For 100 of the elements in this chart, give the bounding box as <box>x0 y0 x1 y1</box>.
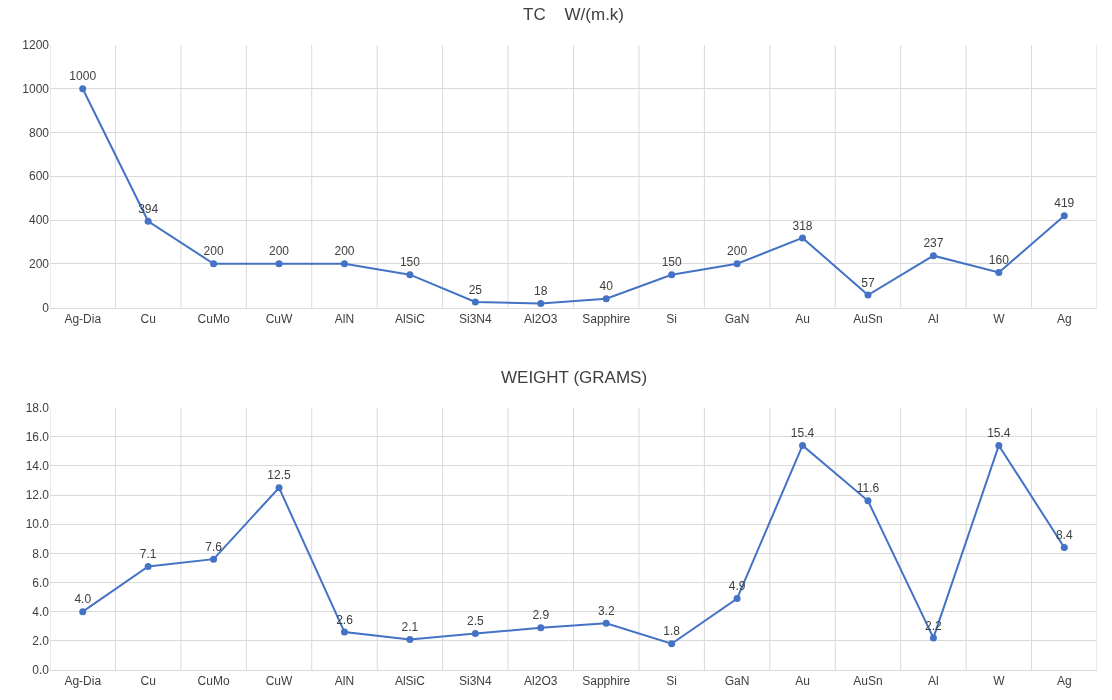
point <box>668 640 676 648</box>
point <box>995 269 1003 276</box>
y-tick-label: 0 <box>42 300 50 315</box>
data-label: 25 <box>468 282 483 297</box>
point <box>210 260 218 268</box>
x-tick-label: Al <box>928 311 939 326</box>
x-tick-label: AuSn <box>853 311 883 326</box>
data-label: 200 <box>269 244 290 259</box>
data-label: 1000 <box>69 69 97 84</box>
y-tick-label: 14.0 <box>25 459 50 474</box>
point <box>210 555 218 563</box>
x-tick-label: Si <box>666 674 677 689</box>
y-tick-label: 10.0 <box>25 517 50 532</box>
data-label: 318 <box>792 218 813 233</box>
x-tick-label: CuMo <box>197 674 230 689</box>
point <box>864 497 872 505</box>
point <box>144 217 152 225</box>
data-label: 4.0 <box>74 592 92 607</box>
data-label: 12.5 <box>267 468 292 483</box>
x-tick-label: AlSiC <box>394 674 426 689</box>
point <box>340 260 348 268</box>
data-label: 18 <box>534 284 548 299</box>
chart-title: TC W/(m.k) <box>523 5 625 24</box>
data-label: 200 <box>334 244 355 259</box>
x-tick-label: AuSn <box>853 674 883 689</box>
data-label: 160 <box>988 253 1010 268</box>
x-tick-label: AlN <box>334 674 355 689</box>
point <box>340 628 348 636</box>
x-tick-label: Al2O3 <box>524 311 558 326</box>
point <box>406 635 414 643</box>
point <box>602 295 610 303</box>
y-tick-label: 800 <box>28 125 50 140</box>
y-tick-label: 2.0 <box>32 634 50 649</box>
x-tick-label: Si <box>666 311 677 326</box>
data-label: 150 <box>399 255 421 270</box>
x-tick-label: Al2O3 <box>524 674 558 689</box>
x-tick-label: Ag-Dia <box>64 311 102 326</box>
x-tick-label: Si3N4 <box>459 311 493 326</box>
point <box>733 595 741 603</box>
x-tick-label: Ag <box>1056 674 1072 689</box>
data-label: 7.1 <box>139 547 157 562</box>
data-label: 419 <box>1054 196 1075 211</box>
data-label: 2.9 <box>532 608 550 623</box>
y-tick-label: 0.0 <box>32 663 50 678</box>
point <box>1060 212 1068 220</box>
point <box>602 619 610 627</box>
x-tick-label: Au <box>795 311 810 326</box>
x-tick-label: CuMo <box>197 311 230 326</box>
point <box>929 634 937 642</box>
data-label: 8.4 <box>1055 528 1073 543</box>
point <box>406 271 414 279</box>
point <box>864 291 872 299</box>
point <box>471 630 479 638</box>
data-label: 57 <box>861 275 875 290</box>
point <box>275 260 283 268</box>
data-label: 15.4 <box>790 426 815 441</box>
data-label: 2.1 <box>401 620 419 635</box>
y-tick-label: 600 <box>28 169 50 184</box>
point <box>275 484 283 492</box>
y-tick-label: 12.0 <box>25 488 50 503</box>
data-label: 3.2 <box>597 603 615 618</box>
data-label: 200 <box>727 244 748 259</box>
x-tick-label: W <box>993 311 1006 326</box>
y-tick-label: 1200 <box>22 38 50 53</box>
point <box>537 300 545 308</box>
data-label: 237 <box>923 236 944 251</box>
data-label: 1.8 <box>663 624 681 639</box>
data-label: 150 <box>661 255 682 270</box>
point <box>537 624 545 632</box>
x-tick-label: GaN <box>724 674 750 689</box>
data-label: 200 <box>203 244 224 259</box>
x-tick-label: GaN <box>724 311 750 326</box>
y-tick-label: 1000 <box>22 81 50 96</box>
point <box>1060 544 1068 551</box>
x-tick-label: AlN <box>334 311 355 326</box>
data-label: 11.6 <box>856 481 880 496</box>
data-label: 40 <box>599 279 614 294</box>
x-tick-label: Si3N4 <box>459 674 493 689</box>
x-tick-label: AlSiC <box>394 311 426 326</box>
y-tick-label: 8.0 <box>32 546 50 561</box>
point <box>929 252 937 260</box>
x-tick-label: Sapphire <box>582 674 631 689</box>
x-tick-label: CuW <box>265 674 294 689</box>
point <box>471 298 479 306</box>
y-tick-label: 18.0 <box>25 400 50 415</box>
point <box>995 441 1003 449</box>
y-tick-label: 400 <box>28 213 50 228</box>
x-tick-label: Cu <box>140 674 156 689</box>
data-label: 15.4 <box>987 426 1011 441</box>
x-tick-label: W <box>993 674 1006 689</box>
y-tick-label: 6.0 <box>32 575 50 590</box>
chart-title: WEIGHT (GRAMS) <box>501 368 648 387</box>
point <box>733 260 741 268</box>
x-tick-label: Al <box>928 674 939 689</box>
y-tick-label: 4.0 <box>32 604 50 619</box>
x-tick-label: Cu <box>140 311 156 326</box>
point <box>799 234 807 242</box>
y-tick-label: 16.0 <box>25 429 50 444</box>
point <box>144 562 152 570</box>
point <box>79 85 87 93</box>
